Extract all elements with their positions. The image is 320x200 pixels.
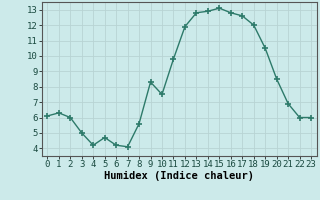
X-axis label: Humidex (Indice chaleur): Humidex (Indice chaleur) [104, 171, 254, 181]
